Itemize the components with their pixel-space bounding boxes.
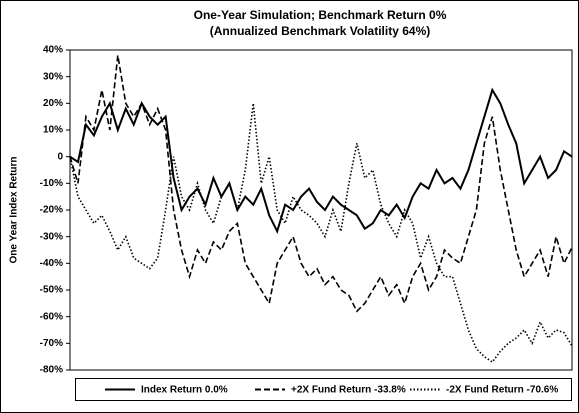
y-tick-label: -30% [40, 231, 63, 242]
y-tick-label: -20% [40, 205, 63, 216]
y-tick-label: -40% [40, 258, 63, 269]
y-tick-label: -60% [40, 311, 63, 322]
y-tick-label: -10% [40, 178, 63, 189]
series-line [69, 87, 573, 235]
chart-subtitle: (Annualized Benchmark Volatility 64%) [210, 24, 431, 38]
y-tick-label: -70% [40, 338, 63, 349]
series-line [69, 103, 573, 364]
y-tick-label: -50% [40, 285, 63, 296]
chart-title: One-Year Simulation; Benchmark Return 0% [194, 8, 447, 22]
y-tick-label: -80% [40, 365, 63, 376]
legend-label: -2X Fund Return -70.6% [446, 385, 558, 396]
y-tick-label: 10% [43, 125, 63, 136]
y-tick-label: 30% [43, 71, 63, 82]
legend-label: Index Return 0.0% [141, 385, 228, 396]
y-tick-label: 40% [43, 45, 63, 56]
legend-box [75, 378, 572, 401]
series-line [69, 55, 573, 313]
y-tick-label: 0 [57, 151, 63, 162]
y-axis-label: One Year Index Return [9, 156, 20, 263]
legend-label: +2X Fund Return -33.8% [291, 385, 406, 396]
y-tick-label: 20% [43, 98, 63, 109]
